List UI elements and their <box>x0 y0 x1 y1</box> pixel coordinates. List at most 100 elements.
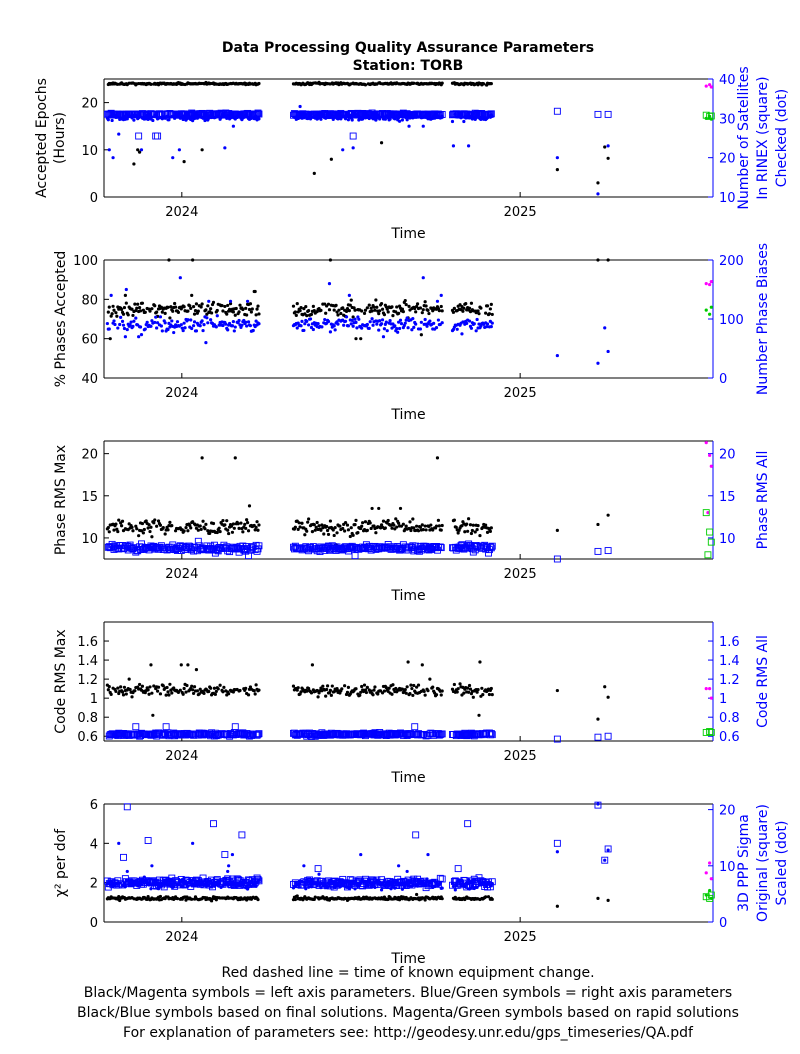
data-point-dot <box>326 532 331 537</box>
data-point-dot <box>439 293 443 297</box>
data-point-dot <box>362 683 367 687</box>
data-point-dot <box>164 693 168 697</box>
y-tick-label: 20 <box>81 448 98 463</box>
data-point-dot <box>109 692 113 697</box>
data-point-dot <box>128 687 132 692</box>
y-tick-label: 60 <box>81 333 98 348</box>
data-point-dot <box>106 525 110 530</box>
data-point-dot <box>218 529 222 534</box>
data-point-dot <box>404 524 408 528</box>
data-point-dot <box>436 318 441 322</box>
data-point-dot <box>231 124 235 128</box>
data-point-dot <box>178 276 182 280</box>
data-point-dot <box>238 688 242 693</box>
data-point-dot <box>215 308 219 313</box>
data-point-square <box>152 132 160 140</box>
data-point-dot <box>256 528 260 532</box>
y2-tick-label: 15 <box>719 490 736 505</box>
data-point-dot <box>470 528 474 533</box>
data-point-dot <box>606 898 610 902</box>
data-point-dot <box>350 118 354 122</box>
data-point-dot <box>380 318 385 322</box>
plot-area <box>105 258 713 365</box>
data-point-dot <box>302 328 306 333</box>
data-point-square <box>487 730 495 737</box>
data-point-square <box>190 547 198 555</box>
data-point-dot <box>201 519 205 523</box>
data-point-dot <box>200 456 204 460</box>
data-point-dot <box>188 304 192 308</box>
data-point-dot <box>452 306 456 310</box>
data-point-dot <box>424 304 428 308</box>
data-point-dot <box>324 694 328 698</box>
data-point-dot <box>169 305 173 309</box>
data-point-dot <box>184 526 188 530</box>
data-point-dot <box>412 683 416 688</box>
data-point-dot <box>380 307 385 311</box>
x-tick-label: 2024 <box>165 930 198 945</box>
data-point-dot <box>451 310 456 314</box>
data-point-dot <box>295 894 299 898</box>
data-point-dot <box>409 528 413 533</box>
data-point-dot <box>331 528 335 532</box>
data-point-dot <box>332 324 336 328</box>
data-point-dot <box>125 869 129 874</box>
data-point-dot <box>145 320 149 324</box>
data-point-dot <box>107 530 111 534</box>
data-point-dot <box>346 324 351 328</box>
data-point-dot <box>410 686 414 691</box>
data-point-dot <box>132 162 136 166</box>
data-point-square <box>464 820 472 828</box>
y2-tick-label: 10 <box>719 532 736 547</box>
data-point-dot <box>416 683 421 687</box>
data-point-dot <box>135 306 139 310</box>
data-point-dot <box>136 302 140 306</box>
data-point-dot <box>155 524 159 528</box>
y-tick-label: 4 <box>90 837 98 852</box>
data-point-dot <box>308 317 313 321</box>
data-point-dot <box>420 311 424 315</box>
data-point-dot <box>596 181 600 185</box>
data-point-dot <box>468 523 473 527</box>
data-point-square <box>162 723 170 731</box>
data-point-dot <box>106 688 110 692</box>
data-point-dot <box>195 689 199 693</box>
data-point-dot <box>256 897 260 902</box>
data-point-dot <box>252 689 256 693</box>
data-point-dot <box>191 324 196 328</box>
data-point-square <box>594 801 602 809</box>
data-point-square <box>707 112 715 120</box>
data-point-dot <box>226 328 230 332</box>
data-point-dot <box>390 305 394 309</box>
data-point-dot <box>170 524 174 528</box>
y2-axis-label: Number Phase Biases <box>755 243 771 395</box>
y-tick-label: 10 <box>81 144 98 159</box>
y2-tick-label: 100 <box>719 313 744 328</box>
data-point-dot <box>137 335 141 339</box>
data-point-dot <box>170 319 174 323</box>
data-point-dot <box>596 802 600 806</box>
data-point-dot <box>155 321 160 325</box>
data-point-dot <box>111 304 115 308</box>
data-point-dot <box>399 524 404 528</box>
data-point-dot <box>555 156 559 160</box>
data-point-dot <box>455 690 459 694</box>
footer-line-1: Red dashed line = time of known equipmen… <box>221 965 594 981</box>
data-point-dot <box>339 311 343 316</box>
data-point-dot <box>166 528 170 532</box>
data-point-dot <box>440 81 444 85</box>
data-point-dot <box>309 325 314 330</box>
data-point-dot <box>124 301 128 305</box>
data-point-dot <box>190 897 194 901</box>
data-point-dot <box>606 848 610 852</box>
data-point-dot <box>382 689 387 693</box>
data-point-dot <box>708 888 712 893</box>
data-point-dot <box>117 132 121 136</box>
data-point-dot <box>477 322 481 326</box>
data-point-dot <box>245 518 249 522</box>
data-point-dot <box>479 324 483 328</box>
data-point-dot <box>224 322 228 326</box>
y-tick-label: 0 <box>90 916 98 931</box>
data-point-dot <box>398 506 403 511</box>
data-point-square <box>706 528 714 536</box>
